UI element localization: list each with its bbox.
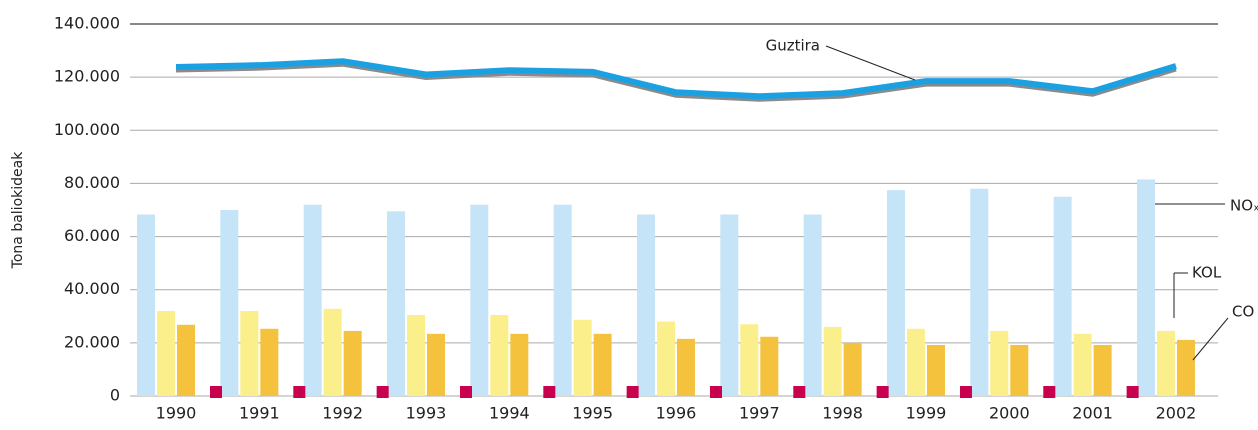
bar — [656, 321, 675, 396]
line — [175, 58, 1177, 100]
leader-line — [1192, 317, 1229, 361]
x-tick-label: 1995 — [572, 404, 613, 423]
bar — [406, 314, 425, 396]
marker — [543, 386, 556, 399]
y-axis-label: Tona baliokideak — [10, 151, 26, 270]
bar — [760, 336, 779, 396]
bar — [1093, 344, 1112, 396]
x-tick-label: 1998 — [822, 404, 863, 423]
bar — [220, 210, 239, 396]
bar — [323, 308, 342, 396]
marker — [626, 386, 639, 399]
bar — [676, 338, 695, 396]
y-tick-label: 40.000 — [64, 279, 120, 298]
series-label: NOₓ — [1230, 197, 1258, 215]
marker — [376, 386, 389, 399]
bar — [1176, 339, 1195, 396]
marker — [959, 386, 972, 399]
leader-line — [825, 45, 916, 81]
bar — [926, 344, 945, 396]
bar — [886, 190, 905, 396]
bar — [1136, 179, 1155, 396]
y-tick-label: 20.000 — [64, 332, 120, 351]
y-tick-label: 140.000 — [54, 14, 120, 33]
bar — [510, 333, 529, 396]
bar — [137, 214, 155, 396]
x-tick-label: 1993 — [406, 404, 447, 423]
bar — [1053, 196, 1072, 396]
bar — [720, 214, 739, 396]
bar — [970, 188, 989, 396]
x-tick-label: 1992 — [322, 404, 363, 423]
series-label: CO — [1232, 303, 1254, 321]
x-tick-label: 2002 — [1156, 404, 1197, 423]
bar — [343, 330, 362, 396]
x-tick-label: 1991 — [239, 404, 280, 423]
marker — [1126, 386, 1139, 399]
bar — [843, 342, 862, 396]
marker — [793, 386, 806, 399]
x-tick-label: 1997 — [739, 404, 780, 423]
y-tick-label: 0 — [110, 386, 120, 405]
x-tick-label: 1990 — [156, 404, 197, 423]
x-tick-label: 1996 — [656, 404, 697, 423]
bar — [593, 333, 612, 396]
bar — [990, 330, 1009, 396]
bar — [1010, 344, 1029, 396]
marker — [293, 386, 306, 399]
bar — [1073, 333, 1092, 396]
bar — [386, 211, 405, 396]
marker — [1043, 386, 1056, 399]
bar — [177, 324, 195, 396]
x-tick-label: 2001 — [1072, 404, 1113, 423]
bar — [470, 204, 489, 396]
marker — [459, 386, 472, 399]
bar — [240, 310, 259, 396]
x-tick-label: 1994 — [489, 404, 530, 423]
bar — [260, 328, 279, 396]
y-tick-label: 60.000 — [64, 226, 120, 245]
bar — [490, 314, 509, 396]
marker — [709, 386, 722, 399]
bar — [906, 328, 925, 396]
y-tick-label: 120.000 — [54, 67, 120, 86]
annotation: Guztira — [766, 37, 820, 55]
bar — [1156, 330, 1175, 396]
x-tick-label: 2000 — [989, 404, 1030, 423]
marker — [876, 386, 889, 399]
y-tick-label: 100.000 — [54, 120, 120, 139]
x-tick-label: 1999 — [906, 404, 947, 423]
y-tick-label: 80.000 — [64, 173, 120, 192]
series-label: KOL — [1192, 264, 1222, 282]
bar — [426, 333, 445, 396]
bar — [553, 204, 572, 396]
bar — [636, 214, 655, 396]
bar — [157, 310, 175, 396]
bar — [740, 324, 759, 396]
bar — [573, 319, 592, 396]
marker — [210, 386, 222, 399]
bar — [803, 214, 822, 396]
bar — [823, 326, 842, 396]
bar — [303, 204, 322, 396]
